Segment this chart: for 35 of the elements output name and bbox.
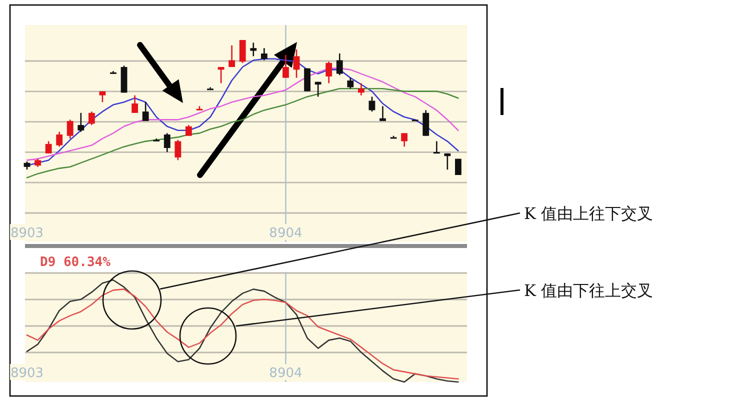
- candlestick: [380, 106, 386, 122]
- candlestick: [45, 140, 52, 154]
- candlestick: [153, 138, 160, 142]
- candlestick: [422, 110, 430, 136]
- candlestick: [347, 77, 354, 90]
- candlestick: [88, 110, 95, 126]
- candlestick: [228, 44, 236, 68]
- candlestick: [142, 101, 149, 122]
- candlestick: [433, 140, 440, 154]
- x-tick-label: 8904: [269, 366, 302, 381]
- candlestick: [250, 42, 257, 57]
- candlestick: [444, 152, 451, 170]
- x-tick-label: 8903: [10, 226, 44, 241]
- candlestick: [401, 132, 408, 148]
- candlestick: [336, 52, 343, 76]
- candlestick: [66, 119, 74, 140]
- candlestick: [56, 131, 63, 148]
- candlestick: [78, 112, 84, 132]
- x-tick-label: 8904: [269, 226, 302, 241]
- candlestick: [326, 60, 332, 84]
- candlestick: [239, 39, 246, 64]
- candlestick: [132, 94, 138, 114]
- candlestick: [260, 47, 268, 61]
- text: K 值由上往下交叉: [524, 204, 654, 223]
- candlestick: [293, 48, 300, 78]
- candlestick: [282, 54, 289, 78]
- x-tick-label: 8903: [10, 366, 44, 381]
- candlestick: [186, 124, 192, 136]
- candlestick: [358, 82, 364, 96]
- candlestick: [314, 81, 322, 98]
- series-label: D9 60.34%: [40, 255, 111, 270]
- candlestick: [164, 132, 170, 153]
- candlestick: [174, 139, 182, 161]
- candlestick: [304, 68, 310, 92]
- text: K 值由下往上交叉: [524, 281, 654, 300]
